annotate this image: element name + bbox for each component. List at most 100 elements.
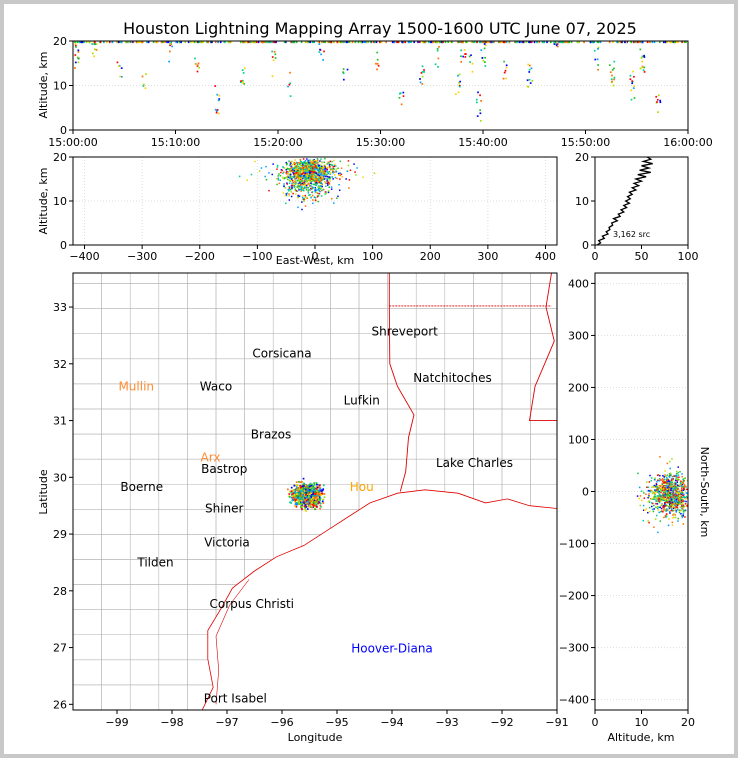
source-point — [285, 202, 287, 205]
source-point — [308, 184, 311, 186]
source-point — [436, 41, 438, 44]
source-point — [665, 485, 667, 487]
source-point — [300, 485, 303, 488]
source-point — [674, 504, 676, 506]
source-point — [361, 41, 364, 44]
source-point — [309, 189, 312, 191]
source-point — [311, 174, 314, 176]
source-point — [663, 495, 666, 498]
source-point — [671, 521, 674, 524]
source-point — [643, 54, 646, 57]
source-point — [305, 165, 307, 167]
county-cell — [129, 684, 160, 710]
source-point — [676, 492, 679, 494]
source-point — [305, 506, 308, 508]
source-point — [654, 478, 656, 481]
source-point — [320, 164, 322, 167]
source-point — [669, 493, 672, 496]
source-point — [295, 182, 297, 185]
source-point — [664, 492, 666, 494]
source-point — [369, 41, 372, 44]
source-point — [315, 179, 318, 182]
source-point — [593, 49, 596, 52]
source-point — [320, 169, 323, 172]
source-point — [314, 508, 317, 511]
source-point — [312, 166, 315, 169]
source-point — [676, 491, 678, 494]
source-point — [290, 41, 292, 44]
source-point — [664, 41, 667, 44]
source-point — [296, 166, 299, 168]
source-point — [641, 499, 643, 502]
source-point — [339, 174, 341, 177]
source-point — [664, 509, 666, 512]
source-point — [325, 182, 327, 185]
source-point — [674, 484, 676, 487]
source-point — [599, 41, 602, 44]
source-point — [298, 195, 301, 197]
source-point — [303, 170, 305, 172]
source-point — [302, 182, 304, 184]
source-point — [477, 91, 479, 94]
source-point — [669, 472, 672, 475]
source-point — [672, 486, 675, 489]
source-point — [293, 173, 295, 176]
source-point — [648, 501, 651, 503]
source-point — [657, 487, 659, 490]
source-point — [652, 491, 654, 493]
source-point — [297, 490, 300, 493]
source-point — [674, 483, 677, 485]
source-point — [306, 498, 309, 501]
source-point — [320, 174, 323, 176]
source-point — [335, 168, 338, 170]
source-point — [74, 61, 77, 64]
source-point — [316, 182, 319, 185]
source-point — [589, 41, 592, 44]
source-point — [682, 513, 685, 515]
source-point — [663, 479, 665, 482]
source-point — [304, 163, 306, 165]
source-point — [629, 74, 632, 77]
source-point — [306, 496, 309, 499]
county-cell — [501, 308, 531, 334]
source-point — [317, 168, 320, 170]
source-point — [557, 41, 560, 44]
east-west-tick-label: 300 — [477, 250, 498, 263]
coastline — [201, 489, 557, 710]
source-point — [481, 41, 483, 44]
source-point — [486, 41, 488, 44]
source-point — [218, 94, 221, 97]
county-cell — [101, 584, 131, 610]
source-point — [312, 497, 314, 499]
source-point — [77, 61, 80, 64]
source-point — [672, 504, 675, 506]
source-point — [541, 41, 544, 44]
source-point — [334, 165, 337, 167]
source-point — [286, 182, 288, 184]
source-point — [314, 165, 317, 167]
source-point — [299, 159, 302, 161]
source-point — [642, 504, 645, 507]
source-point — [308, 171, 311, 174]
source-point — [297, 501, 300, 504]
source-point — [285, 193, 288, 195]
source-point — [661, 495, 664, 498]
source-point — [311, 194, 314, 197]
source-point — [677, 41, 680, 44]
city-label: Victoria — [204, 536, 250, 550]
source-point — [315, 487, 318, 490]
source-point — [635, 41, 637, 44]
source-point — [307, 187, 310, 189]
source-point — [670, 509, 673, 512]
source-point — [309, 185, 312, 187]
source-point — [674, 500, 676, 502]
source-point — [301, 172, 304, 175]
source-point — [288, 173, 290, 175]
source-point — [311, 178, 314, 181]
source-point — [305, 498, 308, 501]
source-point — [286, 170, 288, 173]
source-point — [419, 81, 422, 84]
source-point — [643, 497, 646, 499]
source-point — [593, 41, 595, 44]
source-point — [648, 495, 650, 498]
